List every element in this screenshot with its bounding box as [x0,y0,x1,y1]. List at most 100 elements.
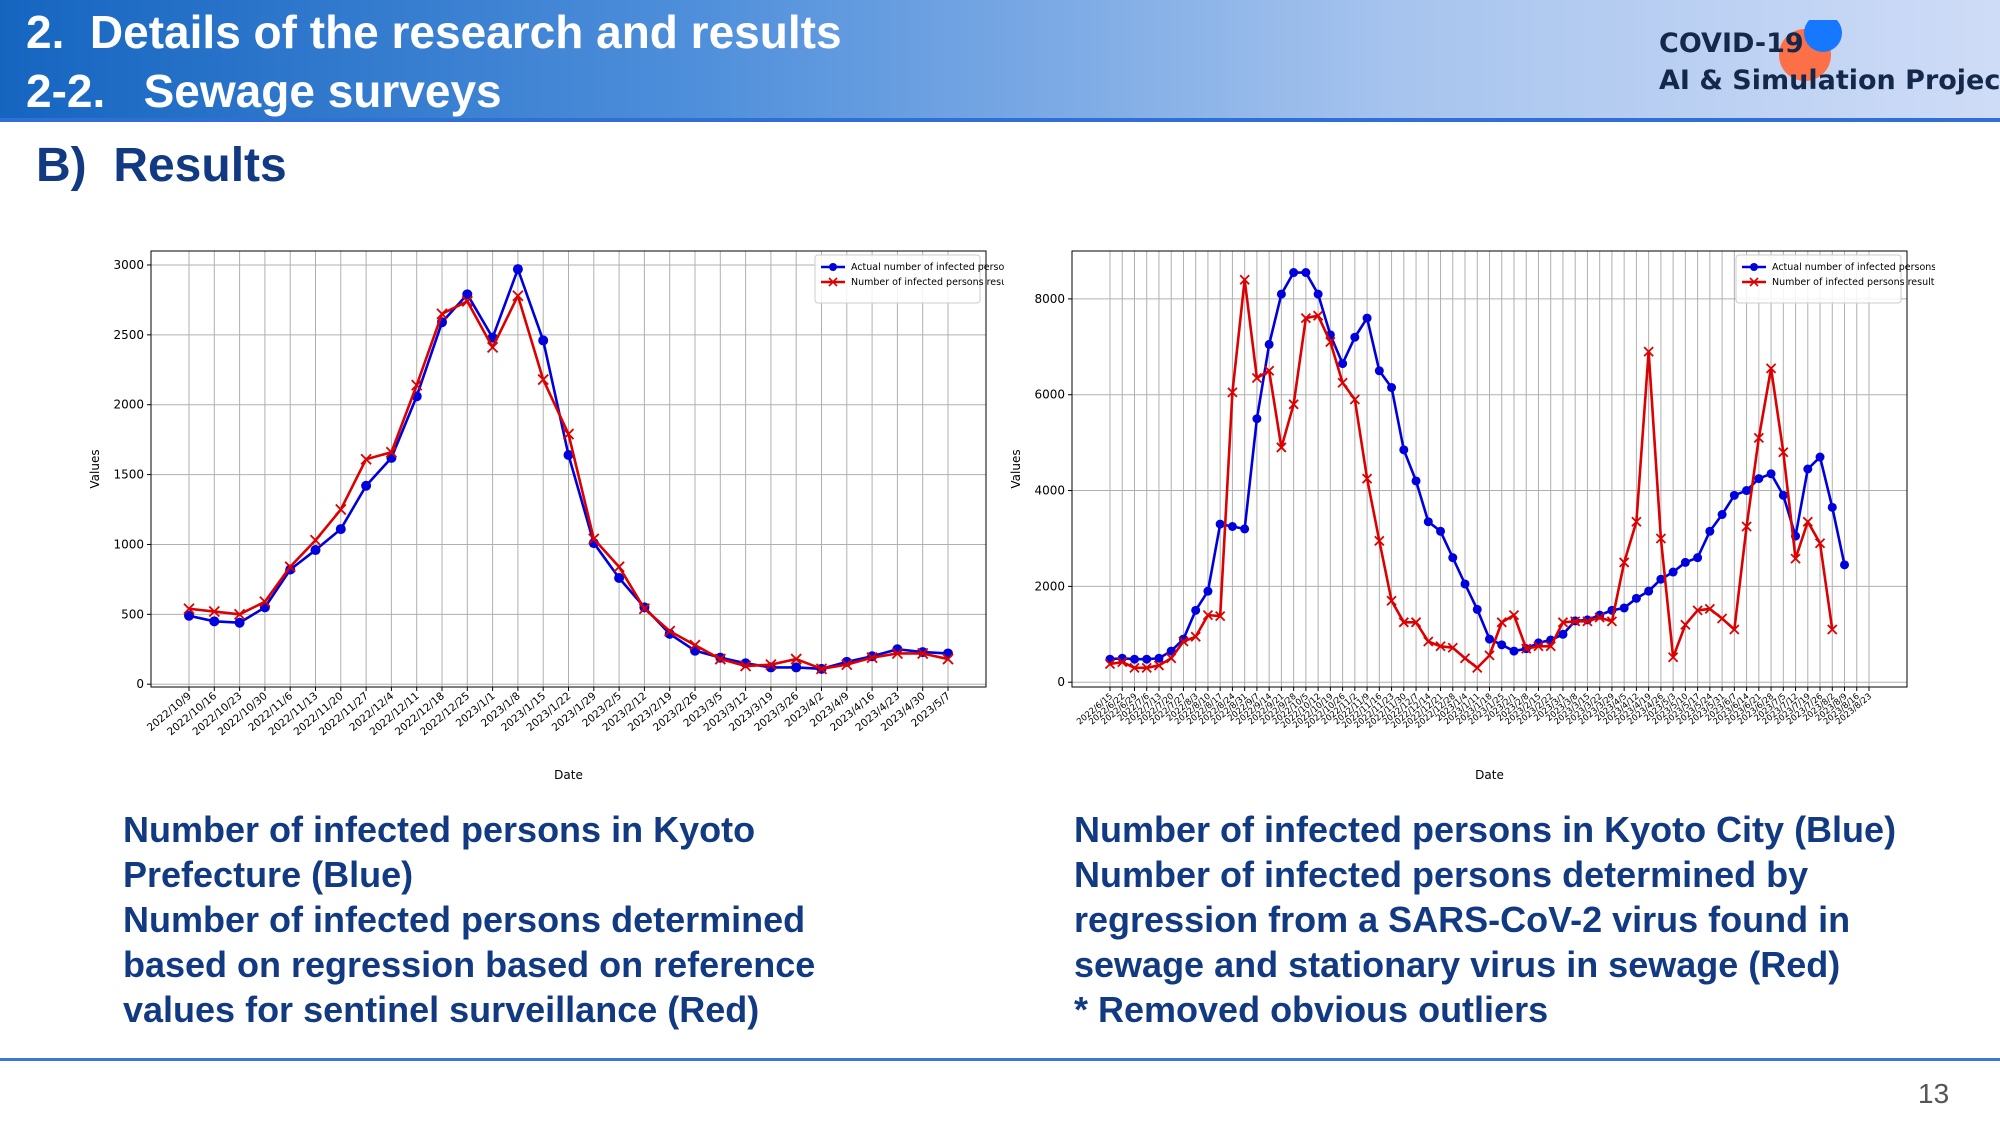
data-point-regression [1141,662,1152,673]
data-point-actual [1423,517,1433,527]
legend-marker-actual [829,263,837,271]
data-point-actual [1203,586,1213,596]
data-point-regression [1410,617,1422,628]
data-point-regression [309,534,322,546]
data-point-regression [1484,650,1495,661]
data-point-regression [1202,609,1214,621]
data-point-regression [233,608,246,620]
data-point-regression [486,341,499,354]
data-point-actual [1619,603,1629,613]
legend-marker-regression [828,277,838,287]
data-point-actual [1215,519,1225,529]
data-point-actual [538,335,549,346]
data-point-regression [1374,535,1385,547]
data-point-regression [1312,310,1324,321]
data-point-actual [1705,526,1715,536]
data-point-actual [209,616,220,627]
data-point-regression [942,653,954,665]
data-point-actual [1766,469,1776,479]
data-point-actual [1387,383,1397,393]
caption-left-line: values for sentinel surveillance (Red) [123,989,760,1030]
y-tick-label: 3000 [113,258,144,272]
data-point-regression [1129,662,1140,673]
data-point-actual [1472,604,1482,614]
legend-label-actual: Actual number of infected persons [851,262,1004,273]
data-point-regression [1166,653,1177,664]
data-point-actual [1436,526,1446,536]
data-point-actual [310,545,321,556]
data-point-regression [436,308,448,320]
data-point-regression [1643,346,1654,357]
y-tick-label: 0 [1057,675,1065,689]
data-point-regression [1606,616,1618,627]
caption-right-line: Number of infected persons determined by [1074,854,1809,895]
data-point-actual [1289,268,1299,278]
data-point-regression [1472,662,1483,673]
y-tick-label: 1000 [113,537,144,551]
data-point-actual [1142,654,1152,664]
legend-label-actual: Actual number of infected persons [1772,262,1935,273]
data-point-regression [1251,372,1263,384]
data-point-actual [1815,452,1825,462]
data-point-regression [1680,619,1691,630]
data-point-actual [1485,634,1494,644]
data-point-regression [1398,617,1409,628]
data-point-regression [689,639,701,651]
data-point-regression [1667,652,1679,663]
data-point-actual [1840,560,1850,570]
y-tick-label: 6000 [1034,388,1065,402]
data-point-regression [1190,631,1201,642]
data-point-actual [1631,593,1641,603]
data-point-regression [638,603,651,615]
data-point-regression [1300,312,1312,324]
data-point-actual [1497,640,1507,650]
y-axis-label: Values [88,449,102,488]
data-point-regression [1508,609,1520,621]
data-point-regression [1827,624,1838,635]
data-point-regression [1533,641,1544,652]
project-logo: COVID-19 AI & Simulation Project [1655,20,2000,110]
data-point-regression [1778,447,1789,458]
data-point-actual [1693,553,1703,563]
chart-kyoto-city-svg: 2022/6/152022/6/222022/6/292022/7/62022/… [1009,250,1935,780]
data-point-regression [613,561,625,573]
data-point-regression [1619,557,1630,568]
data-point-regression [1361,473,1373,484]
data-point-regression [1655,533,1667,544]
data-point-actual [1644,586,1654,596]
data-point-regression [1386,595,1397,606]
data-point-actual [1509,646,1519,656]
data-point-actual [184,610,194,621]
caption-right-line: regression from a SARS-CoV-2 virus found… [1074,899,1851,940]
data-point-actual [1680,557,1690,567]
plot-frame [150,250,987,688]
data-point-regression [1239,274,1250,285]
data-point-actual [791,662,802,673]
y-axis-label: Values [1009,449,1023,488]
data-point-regression [1594,612,1605,623]
data-point-regression [1521,643,1532,654]
data-point-actual [1338,359,1348,369]
data-point-regression [1741,521,1752,532]
caption-right-line: * Removed obvious outliers [1074,989,1549,1030]
header-banner: 2. Details of the research and results 2… [0,0,2000,120]
data-point-regression [1423,636,1434,647]
y-tick-label: 4000 [1034,484,1065,498]
data-point-actual [1350,332,1360,342]
data-point-actual [1827,502,1837,512]
data-point-regression [1545,641,1556,652]
data-point-actual [462,289,473,300]
data-point-actual [1448,553,1458,563]
data-point-actual [1301,268,1311,278]
data-point-regression [512,290,524,302]
slide-subtitle: 2-2. Sewage surveys [26,65,502,117]
data-point-regression [664,625,676,637]
data-point-regression [284,561,296,573]
data-point-regression [1704,603,1715,615]
chart-kyoto-prefecture: 2022/10/9 2022/10/16 2022/10/23 2022/10/30 2… [84,240,1004,780]
data-point-regression [790,653,802,665]
caption-left-line: Number of infected persons in Kyoto [123,809,756,850]
data-point-actual [1129,654,1139,664]
data-point-regression [1178,636,1189,647]
data-point-regression [1692,605,1703,616]
